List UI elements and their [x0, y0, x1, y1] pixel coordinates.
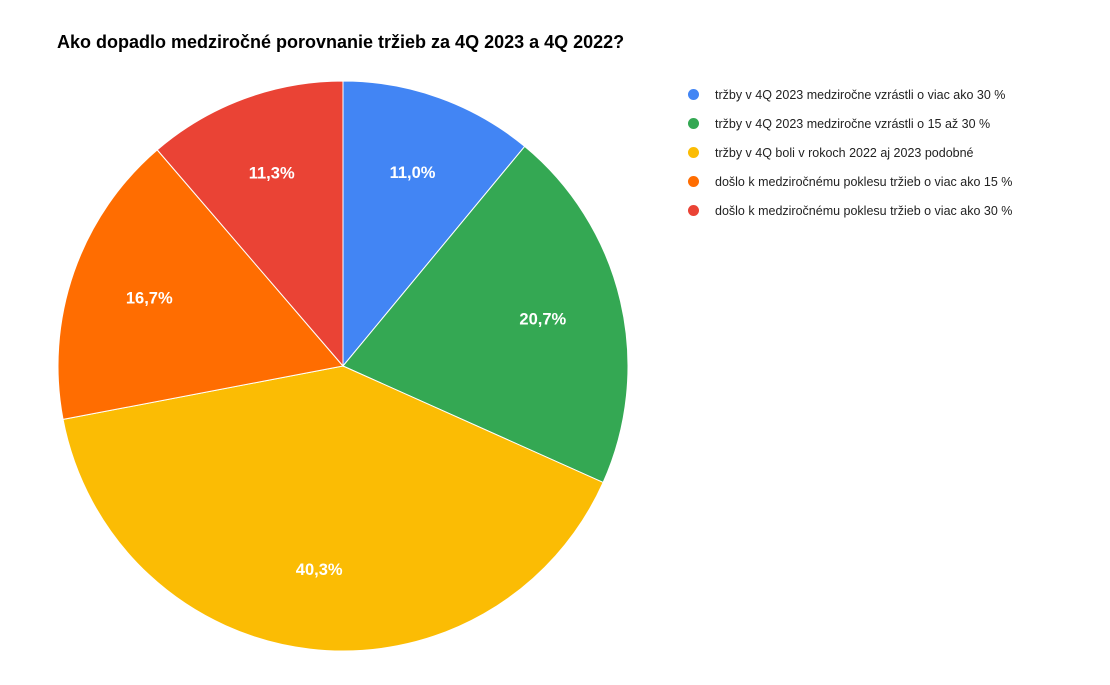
chart-legend: tržby v 4Q 2023 medziročne vzrástli o vi… [688, 80, 1098, 225]
slice-data-label: 11,0% [390, 164, 436, 182]
legend-label: tržby v 4Q 2023 medziročne vzrástli o 15… [715, 116, 991, 131]
legend-label: tržby v 4Q 2023 medziročne vzrástli o vi… [715, 87, 1006, 102]
legend-item[interactable]: došlo k medziročnému poklesu tržieb o vi… [688, 196, 1098, 225]
legend-item[interactable]: tržby v 4Q 2023 medziročne vzrástli o vi… [688, 80, 1098, 109]
legend-dot-icon [688, 147, 699, 158]
pie-slice[interactable] [57, 149, 344, 420]
legend-item[interactable]: tržby v 4Q 2023 medziročne vzrástli o 15… [688, 109, 1098, 138]
pie-slice[interactable] [156, 80, 344, 368]
slice-data-label: 16,7% [126, 289, 173, 307]
legend-dot-icon [688, 89, 699, 100]
slice-data-label: 40,3% [296, 561, 343, 579]
legend-dot-icon [688, 205, 699, 216]
slice-data-label: 11,3% [249, 165, 295, 183]
legend-item[interactable]: došlo k medziročnému poklesu tržieb o vi… [688, 167, 1098, 196]
legend-item[interactable]: tržby v 4Q boli v rokoch 2022 aj 2023 po… [688, 138, 1098, 167]
chart-title: Ako dopadlo medziročné porovnanie tržieb… [57, 32, 625, 52]
slice-data-label: 20,7% [519, 310, 566, 328]
pie-slice[interactable] [342, 145, 629, 484]
pie-slice[interactable] [342, 80, 526, 368]
legend-dot-icon [688, 176, 699, 187]
pie-chart: 11,0% 20,7% 40,3% 16,7% 11,3% [57, 80, 629, 652]
legend-label: tržby v 4Q boli v rokoch 2022 aj 2023 po… [715, 145, 974, 160]
pie-slice[interactable] [62, 365, 604, 652]
legend-label: došlo k medziročnému poklesu tržieb o vi… [715, 203, 1013, 218]
legend-label: došlo k medziročnému poklesu tržieb o vi… [715, 174, 1013, 189]
legend-dot-icon [688, 118, 699, 129]
